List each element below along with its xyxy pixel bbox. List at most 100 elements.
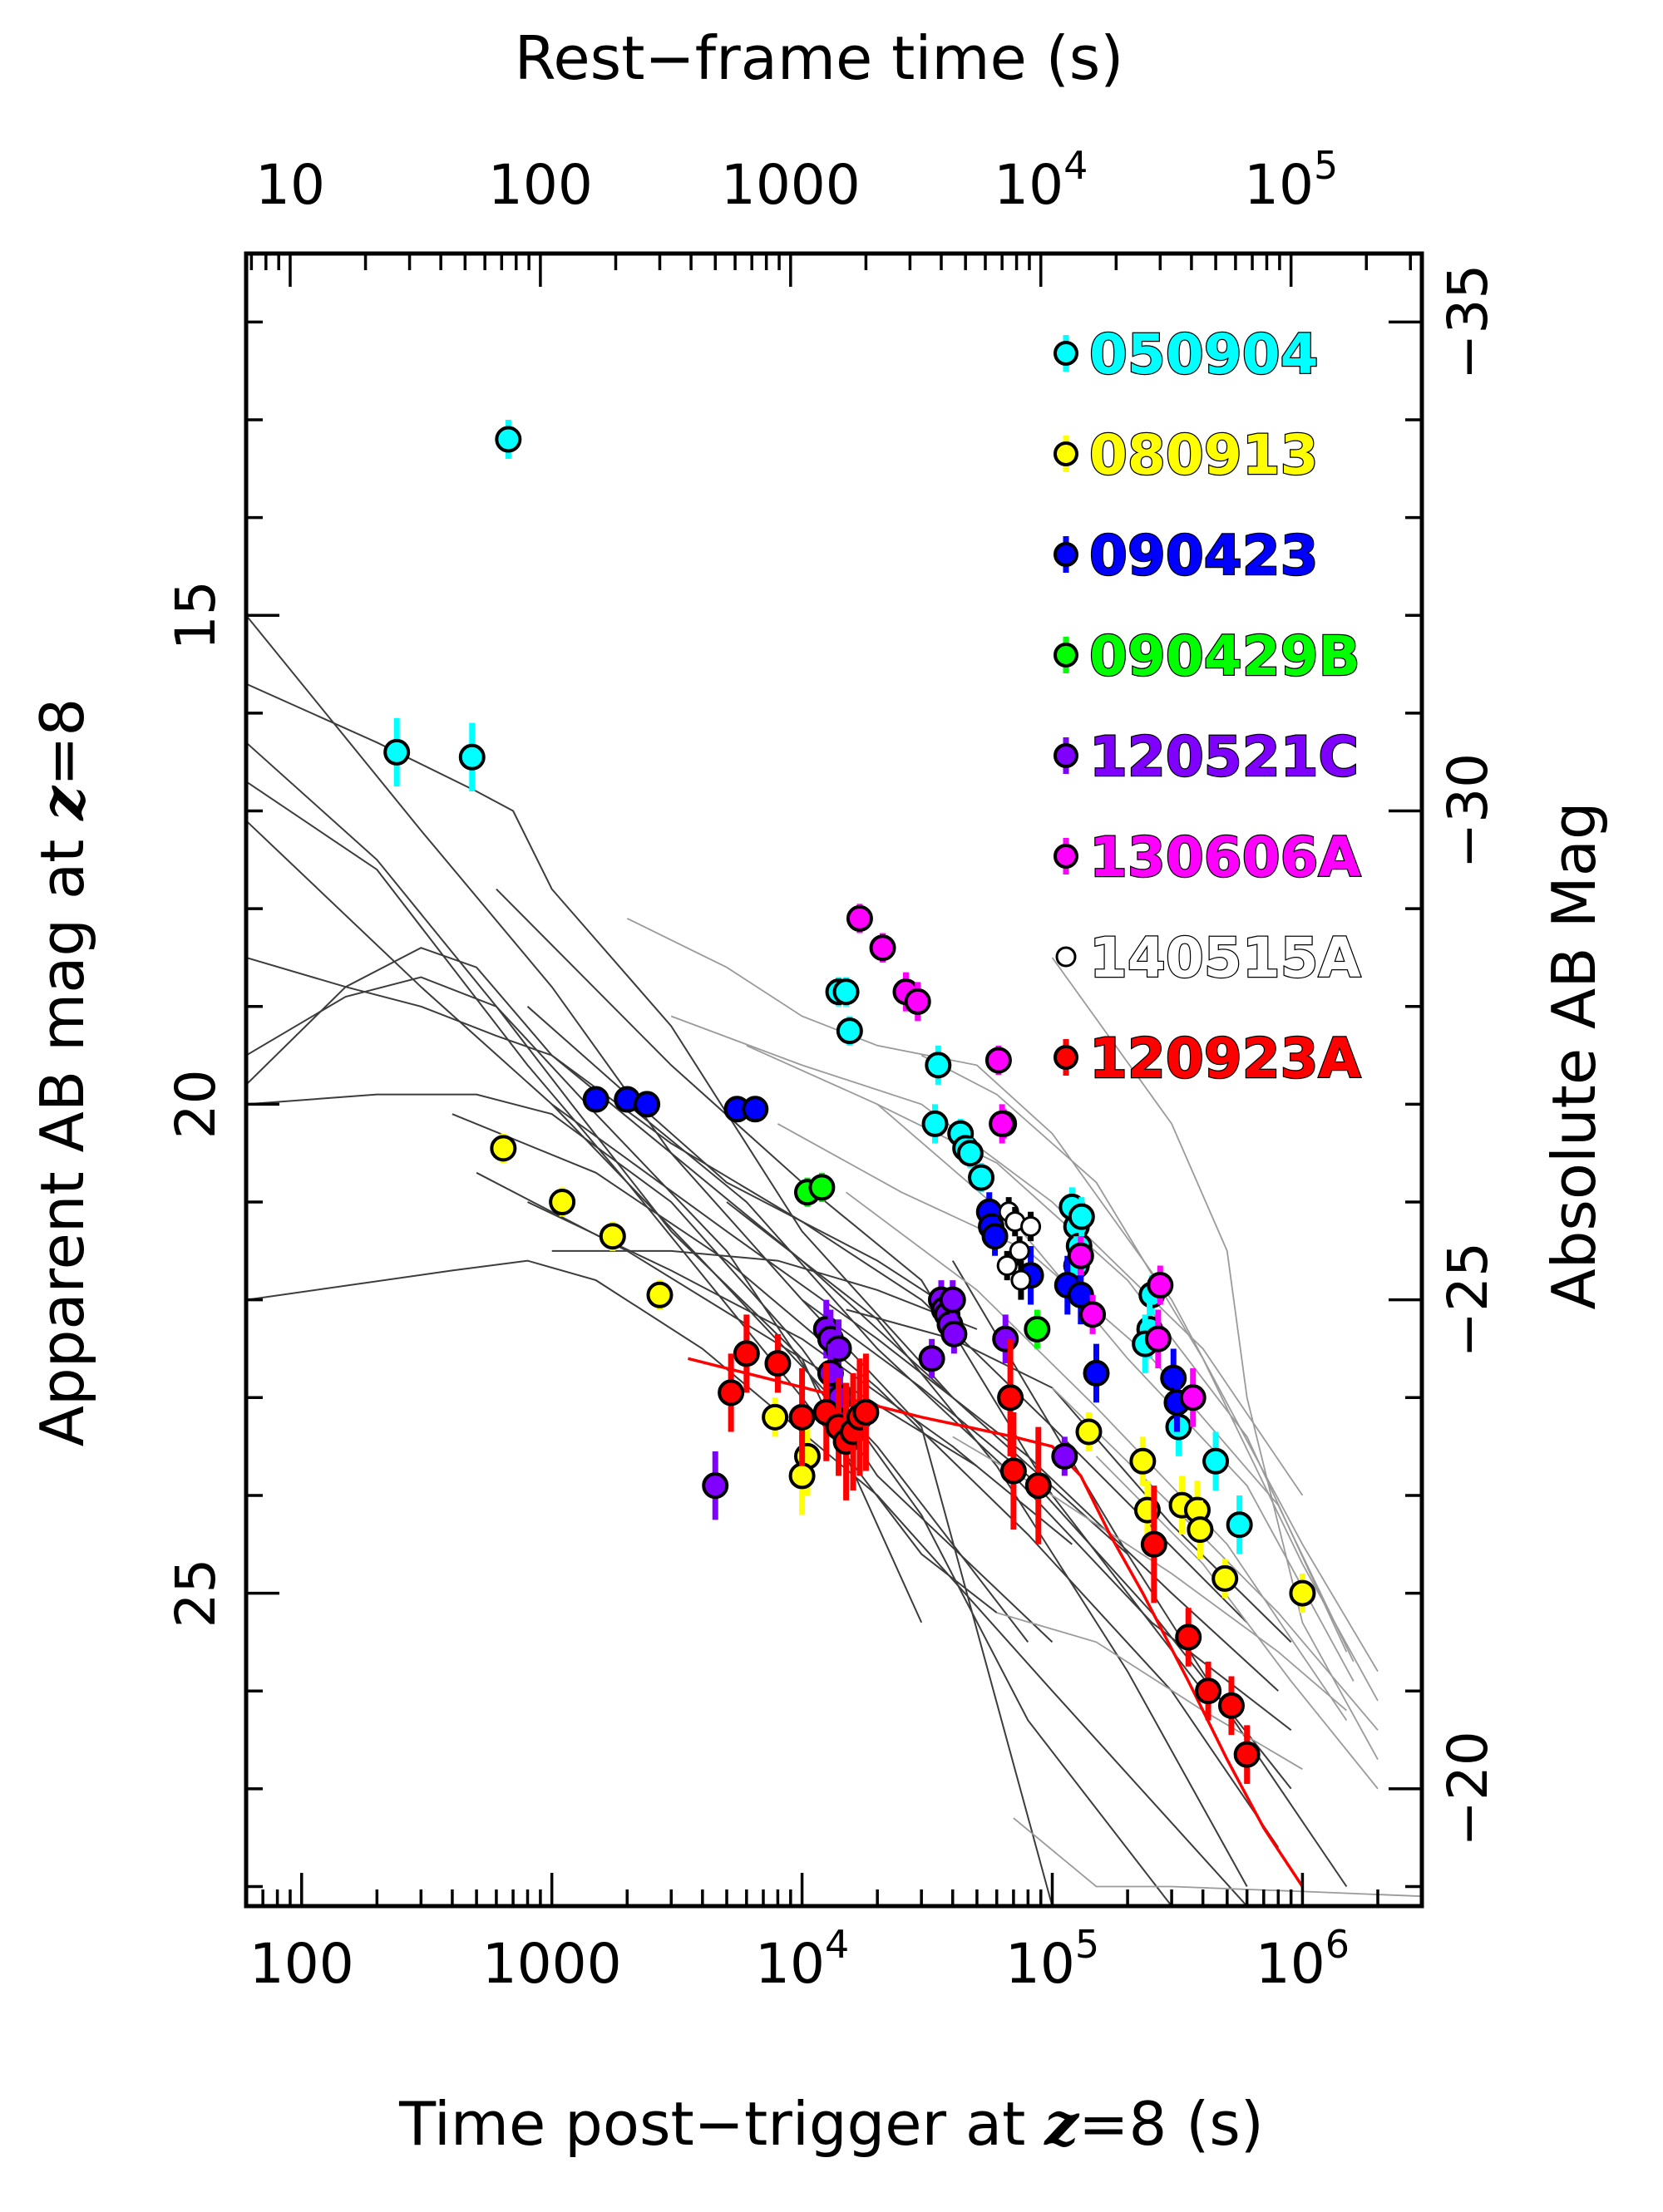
point-080913-3 [646, 1281, 674, 1308]
legend-label-050904: 050904 [1089, 323, 1319, 387]
point-090423-2 [634, 1091, 661, 1118]
x-axis-title-suffix: =8 (s) [1078, 2089, 1264, 2159]
point-120521C-11 [939, 1286, 966, 1313]
point-130606A-1 [869, 934, 896, 962]
x-tick-label-1000000-exp: 6 [1325, 1922, 1350, 1967]
point-090429B-2 [1024, 1315, 1051, 1342]
point-130606A-3 [904, 988, 931, 1015]
model-curve-layer [687, 1357, 1304, 1888]
legend-item-140515A: 140515A [1055, 925, 1362, 991]
point-080913-12 [1187, 1516, 1214, 1544]
legend-marker-120923A [1054, 1045, 1078, 1070]
point-120923A-13 [1140, 1530, 1167, 1558]
point-120923A-11 [999, 1457, 1027, 1485]
point-050904-0 [383, 738, 411, 766]
point-090423-7 [981, 1223, 1009, 1250]
legend-item-080913: 080913 [1054, 422, 1320, 488]
series-090429B [793, 1172, 1051, 1349]
point-050904-21 [1202, 1447, 1230, 1475]
x-tick-label-1000000-base: 10 [1256, 1932, 1325, 1996]
point-120923A-14 [1175, 1623, 1202, 1651]
point-120521C-12 [940, 1320, 968, 1347]
point-130606A-0 [846, 904, 873, 932]
point-140515A-2 [1009, 1240, 1030, 1262]
legend-marker-050904 [1054, 341, 1078, 366]
point-050904-5 [836, 1017, 863, 1045]
point-050904-11 [968, 1164, 995, 1191]
point-120521C-15 [1051, 1442, 1078, 1470]
right-tick-label--30: −30 [1436, 753, 1500, 869]
point-050904-2 [495, 426, 522, 453]
top-tick-label-1000: 1000 [721, 153, 861, 217]
comparison-curve-4 [246, 820, 1029, 1643]
point-050904-7 [921, 1110, 949, 1137]
point-130606A-9 [1147, 1272, 1174, 1299]
point-120923A-0 [733, 1340, 760, 1367]
top-tick-label-100000-base: 10 [1244, 153, 1314, 217]
point-120923A-2 [764, 1350, 792, 1377]
point-140515A-4 [1010, 1269, 1032, 1291]
legend-label-120923A: 120923A [1089, 1027, 1361, 1091]
comparison-curve-24 [746, 1044, 1348, 1653]
y-tick-label-15: 15 [164, 580, 228, 650]
legend-label-080913: 080913 [1089, 423, 1319, 487]
legend-marker-140515A [1055, 946, 1077, 968]
point-050904-15 [1068, 1203, 1095, 1230]
x-tick-label-100: 100 [249, 1932, 354, 1996]
point-080913-2 [599, 1223, 626, 1250]
point-080913-8 [1129, 1447, 1157, 1475]
legend-label-120521C: 120521C [1089, 725, 1359, 789]
legend-item-120923A: 120923A [1054, 1026, 1362, 1091]
y-axis-title-suffix: =8 [27, 698, 97, 786]
top-tick-label-100: 100 [488, 153, 593, 217]
point-130606A-4 [984, 1047, 1012, 1074]
top-tick-label-100000: 105 [1244, 143, 1338, 217]
point-050904-10 [956, 1140, 984, 1167]
x-tick-label-1000000: 106 [1256, 1922, 1350, 1996]
point-120923A-9 [852, 1398, 880, 1426]
point-090423-12 [1160, 1364, 1187, 1392]
plot-frame [244, 251, 1424, 1909]
y-axis-title-prefix: Apparent AB mag at [27, 820, 97, 1446]
point-080913-1 [549, 1189, 576, 1216]
comparison-curves [246, 614, 1422, 1906]
right-tick-label--25: −25 [1436, 1242, 1500, 1357]
point-120923A-15 [1195, 1677, 1222, 1705]
legend-item-090429B: 090429B [1054, 623, 1361, 689]
legend-marker-080913 [1054, 441, 1078, 466]
comparison-curve-33 [876, 1103, 1355, 1682]
x-tick-label-100000-exp: 5 [1075, 1922, 1099, 1967]
y-axis-title-var: z [27, 785, 97, 822]
series-140515A [996, 1197, 1042, 1300]
point-120923A-10 [997, 1384, 1024, 1411]
point-050904-6 [925, 1052, 952, 1079]
point-090423-0 [582, 1086, 609, 1113]
comparison-curve-7 [246, 1093, 1172, 1906]
point-050904-4 [832, 978, 860, 1006]
point-120923A-17 [1233, 1741, 1261, 1768]
point-120923A-3 [788, 1403, 816, 1431]
right-tick-label--20: −20 [1436, 1731, 1500, 1846]
top-axis-title: Rest−frame time (s) [515, 23, 1124, 93]
x-tick-label-100000-base: 10 [1005, 1932, 1075, 1996]
comparison-curve-6 [246, 1259, 1248, 1906]
comparison-curve-28 [846, 1191, 1348, 1722]
point-140515A-5 [1020, 1215, 1042, 1237]
x-axis-title-prefix: Time post−trigger at [398, 2089, 1044, 2159]
point-120521C-13 [918, 1345, 945, 1372]
comparison-curve-31 [1013, 1817, 1422, 1898]
comparison-curve-26 [920, 1054, 1379, 1702]
point-130606A-7 [1067, 1242, 1094, 1269]
legend-label-130606A: 130606A [1089, 825, 1361, 889]
series-120923A [718, 1314, 1261, 1784]
point-050904-22 [1226, 1511, 1253, 1539]
top-tick-label-10: 10 [255, 153, 325, 217]
legend-marker-130606A [1054, 844, 1078, 869]
top-tick-label-10000-exp: 4 [1063, 143, 1088, 188]
series-080913 [490, 1133, 1316, 1613]
legend-label-140515A: 140515A [1089, 926, 1361, 990]
x-tick-label-1000: 1000 [482, 1932, 622, 1996]
comparison-curve-30 [996, 1612, 1303, 1771]
legend-marker-120521C [1054, 743, 1078, 768]
point-090423-4 [742, 1096, 769, 1123]
